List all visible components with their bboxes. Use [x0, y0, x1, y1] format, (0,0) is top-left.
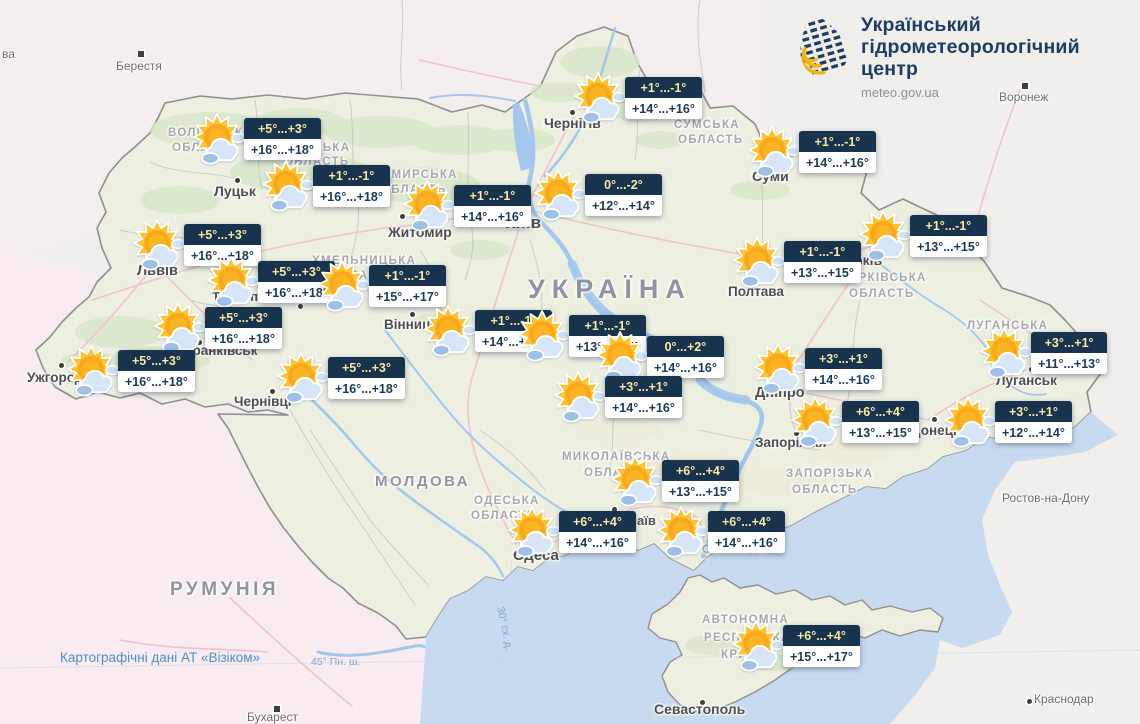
black-sea [420, 412, 1118, 724]
logo-title-line2: гідрометеорологічний [861, 36, 1080, 58]
logo-title-line1: Український [861, 14, 981, 36]
drop-logo-icon [793, 13, 851, 78]
kyiv-reservoir [512, 103, 532, 171]
logo-title-line3: центр [861, 58, 919, 80]
logo-url: meteo.gov.ua [861, 85, 939, 100]
ukrhydromet-logo: Український гідрометеорологічний центр m… [793, 8, 1080, 100]
map-attribution: Картографічні дані АТ «Візіком» [60, 650, 261, 665]
